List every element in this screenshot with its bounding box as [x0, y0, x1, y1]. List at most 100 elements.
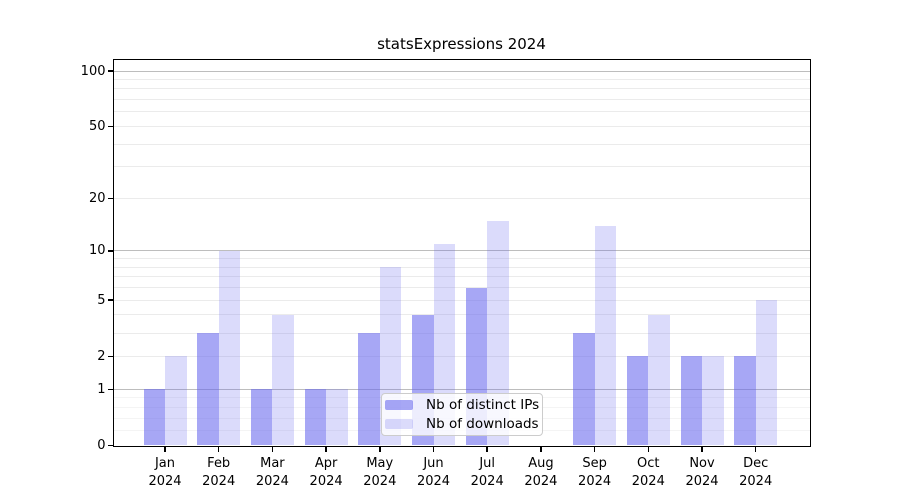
x-tick-label-month: Apr — [314, 455, 338, 471]
bar-mar-distinct-ips — [250, 389, 273, 446]
x-tick-label-month: Mar — [260, 455, 285, 471]
y-gridline-minor — [113, 88, 810, 90]
y-tick-label: 10 — [88, 243, 106, 259]
x-tick-label-month: Oct — [637, 455, 660, 471]
y-tick-label: 50 — [88, 118, 106, 134]
y-tick-label: 20 — [88, 190, 106, 206]
bar-may-distinct-ips — [358, 333, 380, 446]
bar-apr-downloads — [326, 389, 348, 446]
x-tick-label: Apr 2024 — [294, 455, 358, 491]
x-tick-label-year: 2024 — [739, 473, 773, 489]
x-axis-tick — [217, 445, 220, 452]
bar-feb-downloads — [218, 250, 241, 446]
y-gridline-minor — [113, 258, 810, 260]
bar-feb-distinct-ips — [197, 333, 219, 446]
y-gridline-major — [113, 388, 810, 390]
x-axis-tick — [432, 445, 435, 452]
x-tick-label-month: Jun — [423, 455, 444, 471]
x-tick-label-year: 2024 — [309, 473, 343, 489]
x-axis-tick — [164, 445, 166, 452]
x-axis-tick — [540, 445, 542, 452]
legend-swatch-downloads — [385, 418, 413, 430]
bar-oct-distinct-ips — [626, 356, 649, 446]
y-tick-label: 1 — [97, 381, 106, 397]
y-axis-tick — [107, 444, 114, 447]
bar-apr-distinct-ips — [304, 389, 327, 446]
x-axis-tick — [647, 445, 650, 452]
x-tick-label-year: 2024 — [148, 473, 182, 489]
y-gridline — [113, 197, 810, 199]
bar-jul-downloads — [487, 220, 509, 446]
x-axis-tick — [379, 445, 381, 452]
x-tick-label: Sep 2024 — [563, 455, 627, 491]
bar-sep-distinct-ips — [573, 333, 595, 446]
y-gridline-minor — [113, 99, 810, 101]
legend-label-distinct-ips: Nb of distinct IPs — [426, 397, 540, 413]
x-tick-label-year: 2024 — [470, 473, 504, 489]
x-tick-label: Dec 2024 — [724, 455, 788, 491]
x-tick-label-month: Nov — [689, 455, 715, 471]
legend-item-distinct-ips: Nb of distinct IPs — [385, 397, 542, 413]
x-tick-label-year: 2024 — [631, 473, 665, 489]
x-tick-label-month: Feb — [207, 455, 231, 471]
y-gridline — [113, 125, 810, 127]
x-tick-label-month: Jul — [479, 455, 496, 471]
x-tick-label: Jan 2024 — [133, 455, 197, 491]
x-tick-label-year: 2024 — [524, 473, 558, 489]
x-axis-tick — [754, 445, 757, 452]
chart-title: statsExpressions 2024 — [377, 35, 546, 53]
y-tick-label: 0 — [97, 438, 106, 453]
y-gridline-minor — [113, 78, 810, 80]
y-gridline-major — [113, 250, 810, 252]
y-gridline-minor — [113, 143, 810, 145]
x-tick-label-month: Jan — [154, 455, 176, 471]
bar-oct-downloads — [648, 314, 670, 446]
bar-sep-downloads — [594, 225, 617, 446]
bar-nov-downloads — [702, 356, 724, 446]
y-tick-label: 100 — [80, 63, 106, 79]
y-axis-tick — [107, 70, 114, 72]
x-axis-tick — [593, 445, 596, 452]
y-gridline-minor — [113, 276, 810, 278]
legend-item-downloads: Nb of downloads — [385, 416, 542, 432]
x-tick-label: Nov 2024 — [670, 455, 734, 491]
bar-mar-downloads — [272, 314, 294, 446]
y-gridline — [113, 299, 810, 301]
y-axis-tick — [107, 250, 114, 252]
x-tick-label-month: May — [366, 455, 394, 471]
x-tick-label-year: 2024 — [202, 473, 236, 489]
y-gridline-major — [113, 70, 810, 72]
bar-dec-downloads — [755, 300, 778, 446]
x-tick-label-year: 2024 — [416, 473, 451, 489]
x-tick-label-year: 2024 — [255, 473, 289, 489]
y-axis-tick — [107, 355, 114, 358]
x-tick-label-month: Aug — [528, 455, 554, 471]
x-axis-tick — [486, 445, 488, 452]
x-tick-label: Jun 2024 — [402, 455, 466, 491]
y-tick-label: 5 — [97, 292, 106, 308]
y-axis-tick — [107, 388, 114, 390]
y-axis-tick — [107, 299, 114, 301]
x-tick-label-month: Sep — [582, 455, 607, 471]
y-gridline-minor — [113, 166, 810, 168]
x-tick-label: Mar 2024 — [240, 455, 304, 491]
y-gridline — [113, 355, 810, 357]
x-tick-label: Jul 2024 — [455, 455, 519, 491]
x-axis-tick — [325, 445, 327, 452]
bar-jan-downloads — [165, 356, 187, 446]
x-axis-tick — [701, 445, 703, 452]
y-gridline-minor — [113, 111, 810, 113]
bar-dec-distinct-ips — [734, 356, 756, 446]
x-tick-label: Aug 2024 — [509, 455, 573, 491]
y-axis-tick — [107, 125, 114, 128]
x-tick-label: Oct 2024 — [616, 455, 680, 491]
y-axis-tick — [107, 197, 114, 200]
bar-nov-distinct-ips — [680, 356, 702, 446]
y-gridline-minor — [113, 287, 810, 289]
y-gridline-minor — [113, 332, 810, 334]
y-gridline-minor — [113, 314, 810, 316]
x-tick-label-year: 2024 — [363, 473, 397, 489]
x-tick-label: Feb 2024 — [187, 455, 251, 491]
legend: Nb of distinct IPs Nb of downloads — [381, 393, 543, 436]
y-gridline-minor — [113, 266, 810, 268]
